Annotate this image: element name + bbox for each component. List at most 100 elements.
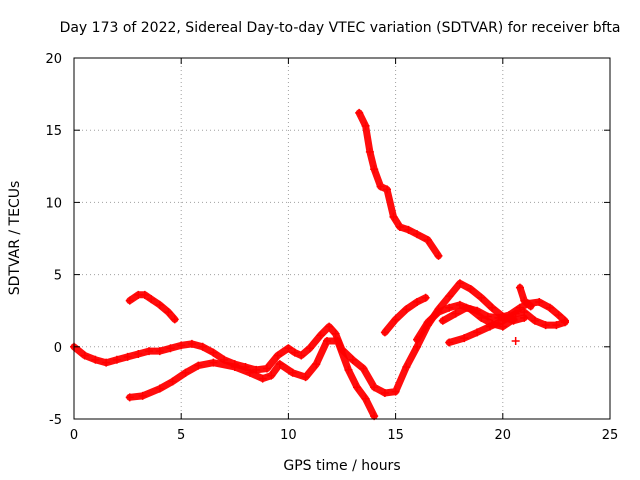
data-point (530, 316, 539, 325)
data-point (123, 352, 132, 361)
data-point (181, 368, 190, 377)
plot-frame (73, 57, 611, 420)
series-sat-e (380, 293, 430, 337)
y-axis-ticks: -5 0 5 10 15 20 (45, 52, 610, 428)
data-point (445, 303, 454, 312)
data-point (361, 121, 370, 130)
data-point (177, 341, 186, 350)
data-point (194, 361, 203, 370)
data-point (333, 337, 342, 346)
y-tick-label: 15 (45, 124, 62, 139)
y-tick-label: -5 (49, 413, 62, 428)
data-point (230, 363, 239, 372)
data-point (460, 334, 469, 343)
data-point (552, 321, 561, 330)
data-point (102, 358, 111, 367)
y-tick-label: 10 (45, 196, 62, 211)
data-point (164, 308, 173, 317)
x-tick-label: 10 (280, 428, 297, 443)
data-point (370, 165, 379, 174)
data-point (462, 303, 471, 312)
data-point (325, 322, 334, 331)
data-point (423, 318, 432, 327)
data-point (383, 185, 392, 194)
series-sat-i (515, 283, 535, 311)
data-point (434, 251, 443, 260)
data-point (301, 373, 310, 382)
data-point (515, 283, 524, 292)
data-point (473, 328, 482, 337)
data-point (348, 355, 357, 364)
data-point (380, 389, 389, 398)
data-point (445, 292, 454, 301)
data-point (423, 235, 432, 244)
data-point (511, 337, 520, 346)
x-axis-label: GPS time / hours (283, 458, 400, 474)
data-point (147, 295, 156, 304)
data-point (209, 348, 218, 357)
data-point (520, 296, 529, 305)
data-point (297, 351, 306, 360)
data-point (541, 321, 550, 330)
data-point (545, 303, 554, 312)
data-point (421, 293, 430, 302)
data-point (466, 285, 475, 294)
series-sat-h (445, 308, 569, 347)
data-point (288, 368, 297, 377)
data-point (125, 393, 134, 402)
data-point (391, 387, 400, 396)
data-point (80, 351, 89, 360)
data-point (166, 344, 175, 353)
grid (74, 58, 610, 419)
data-point (438, 316, 447, 325)
data-point (331, 329, 340, 338)
y-tick-label: 5 (54, 269, 62, 284)
data-point (312, 360, 321, 369)
data-point (370, 383, 379, 392)
data-point (376, 182, 385, 191)
data-point (560, 318, 569, 327)
series-sat-a (70, 279, 529, 398)
data-point (359, 364, 368, 373)
series-band (355, 109, 442, 260)
data-point (209, 358, 218, 367)
data-point (389, 212, 398, 221)
data-point (198, 342, 207, 351)
data-point (520, 308, 529, 317)
data-point (112, 355, 121, 364)
data-point (554, 311, 563, 320)
data-point (498, 316, 507, 325)
data-point (395, 222, 404, 231)
data-point (451, 309, 460, 318)
x-tick-label: 25 (602, 428, 619, 443)
data-point (273, 351, 282, 360)
data-point (91, 355, 100, 364)
y-tick-label: 0 (54, 341, 62, 356)
data-point (125, 296, 134, 305)
data-point (434, 308, 443, 317)
data-point (485, 322, 494, 331)
data-point (155, 300, 164, 309)
series-sat-j (511, 337, 520, 346)
x-tick-label: 20 (495, 428, 512, 443)
x-axis-ticks: 0 5 10 15 20 25 (70, 58, 618, 443)
x-tick-label: 5 (177, 428, 185, 443)
data-point (526, 302, 535, 311)
data-point (290, 348, 299, 357)
data-point (267, 371, 276, 380)
data-point (322, 337, 331, 346)
data-point (413, 230, 422, 239)
data-point (455, 279, 464, 288)
data-point (262, 364, 271, 373)
data-point (483, 312, 492, 321)
data-point (413, 335, 422, 344)
data-point (168, 377, 177, 386)
data-point (511, 309, 520, 318)
data-point (245, 368, 254, 377)
data-point (402, 363, 411, 372)
data-point (473, 306, 482, 315)
data-point (445, 338, 454, 347)
chart-title: Day 173 of 2022, Sidereal Day-to-day VTE… (60, 20, 621, 36)
data-point (477, 293, 486, 302)
